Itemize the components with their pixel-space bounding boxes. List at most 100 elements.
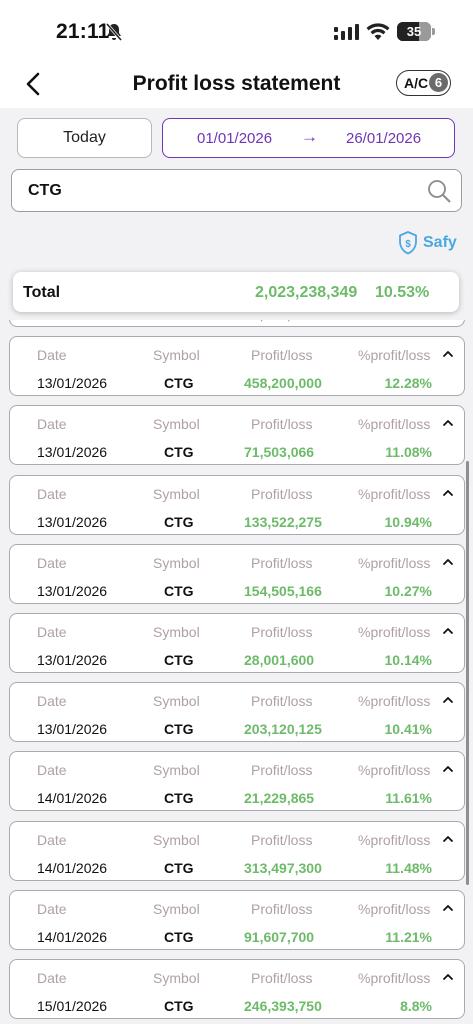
list-item[interactable]: Date Symbol Profit/loss %profit/loss 14/01/2… [9, 820, 465, 881]
chevron-up-icon[interactable] [441, 624, 455, 638]
row-symbol: CTG [164, 513, 194, 530]
row-profit: 246,393,750 [244, 997, 322, 1014]
list-item[interactable]: Date Symbol Profit/loss %profit/loss 14/01/2… [9, 889, 465, 950]
row-date: 13/01/2026 [37, 651, 108, 668]
column-header-date: Date [37, 900, 67, 917]
row-percent: 9.21% [350, 320, 432, 322]
chevron-up-icon[interactable] [441, 416, 455, 430]
row-profit: 313,497,300 [244, 859, 322, 876]
total-amount: 2,023,238,349 [255, 284, 358, 301]
column-header-symbol: Symbol [153, 347, 200, 364]
brand-name: Safy [423, 234, 457, 251]
column-header-percent: %profit/loss [358, 347, 431, 364]
column-header-percent: %profit/loss [358, 693, 431, 710]
column-header-percent: %profit/loss [358, 416, 431, 433]
column-header-percent: %profit/loss [358, 900, 431, 917]
row-profit: 68,697,502 [244, 320, 314, 322]
chevron-up-icon[interactable] [441, 486, 455, 500]
row-profit: 91,607,700 [244, 928, 315, 945]
column-header-profit: Profit/loss [251, 831, 313, 848]
chevron-left-icon[interactable] [22, 70, 46, 98]
column-header-profit: Profit/loss [251, 762, 313, 779]
search-icon[interactable] [427, 179, 451, 203]
column-header-symbol: Symbol [153, 969, 200, 986]
status-time: 21:11 [56, 20, 110, 43]
row-percent: 10.27% [384, 582, 432, 599]
row-symbol: CTG [164, 997, 194, 1014]
row-symbol: CTG [164, 651, 194, 668]
row-symbol: CTG [164, 928, 194, 945]
row-date: 13/01/2026 [37, 444, 108, 461]
row-percent: 11.48% [385, 859, 432, 876]
account-switch-button[interactable]: A/C 6 [396, 70, 451, 96]
row-symbol: CTG [164, 320, 194, 322]
row-profit: 28,001,600 [244, 651, 315, 668]
bell-muted-icon [105, 23, 123, 41]
column-header-percent: %profit/loss [358, 762, 431, 779]
chevron-up-icon[interactable] [441, 762, 455, 776]
row-profit: 133,522,275 [244, 513, 322, 530]
column-header-symbol: Symbol [153, 762, 200, 779]
list-item[interactable]: Date Symbol Profit/loss %profit/loss 14/01/2… [9, 751, 465, 812]
column-header-symbol: Symbol [153, 485, 200, 502]
column-header-symbol: Symbol [153, 554, 200, 571]
chevron-up-icon[interactable] [441, 347, 455, 361]
chevron-up-icon[interactable] [441, 555, 455, 569]
chevron-up-icon[interactable] [441, 901, 455, 915]
symbol-search-input[interactable]: CTG [11, 169, 462, 212]
row-date: 13/01/2026 [37, 721, 108, 738]
row-profit: 21,229,865 [244, 790, 315, 807]
battery-tip [432, 28, 435, 35]
row-profit: 458,200,000 [244, 375, 322, 392]
chevron-up-icon[interactable] [441, 832, 455, 846]
row-symbol: CTG [164, 859, 194, 876]
today-filter-button[interactable]: Today [17, 118, 152, 158]
chevron-up-icon[interactable] [441, 693, 455, 707]
row-percent: 10.14% [384, 651, 432, 668]
row-symbol: CTG [164, 444, 194, 461]
row-percent: 10.41% [384, 721, 432, 738]
scrollbar[interactable] [466, 461, 469, 885]
search-value: CTG [28, 182, 62, 199]
date-from: 01/01/2026 [197, 130, 273, 147]
wifi-icon [366, 23, 390, 40]
column-header-percent: %profit/loss [358, 623, 431, 640]
column-header-profit: Profit/loss [251, 554, 313, 571]
row-symbol: CTG [164, 375, 194, 392]
column-header-symbol: Symbol [153, 831, 200, 848]
column-header-date: Date [37, 831, 67, 848]
date-to: 26/01/2026 [346, 130, 422, 147]
row-percent: 8.8% [400, 997, 432, 1014]
row-percent: 11.61% [385, 790, 432, 807]
row-percent: 12.28% [384, 375, 432, 392]
column-header-profit: Profit/loss [251, 969, 313, 986]
column-header-profit: Profit/loss [251, 347, 313, 364]
row-date: 14/01/2026 [37, 859, 108, 876]
column-header-percent: %profit/loss [358, 485, 431, 502]
row-date: 15/01/2026 [37, 997, 108, 1014]
profit-loss-list[interactable]: Date Symbol Profit/loss %profit/loss 13/01/2… [0, 320, 473, 1024]
status-bar: 21:11 35 [0, 0, 473, 62]
column-header-symbol: Symbol [153, 623, 200, 640]
row-date: 13/01/2026 [37, 582, 108, 599]
list-item[interactable]: Date Symbol Profit/loss %profit/loss 15/01/2… [9, 958, 465, 1019]
app-header: Profit loss statement A/C 6 [0, 62, 473, 108]
account-count: 6 [429, 73, 448, 92]
chevron-up-icon[interactable] [441, 970, 455, 984]
cellular-signal-icon [334, 24, 359, 40]
column-header-profit: Profit/loss [251, 485, 313, 502]
row-date: 14/01/2026 [37, 928, 108, 945]
total-percent: 10.53% [375, 284, 430, 301]
battery-indicator: 35 [397, 22, 431, 41]
page-title: Profit loss statement [132, 72, 341, 95]
column-header-date: Date [37, 554, 67, 571]
list-item[interactable]: DateSymbolProfit/loss%profit/loss13/01/2… [9, 320, 465, 327]
row-date: 14/01/2026 [37, 790, 108, 807]
date-range-picker[interactable]: 01/01/2026 → 26/01/2026 [162, 118, 455, 158]
